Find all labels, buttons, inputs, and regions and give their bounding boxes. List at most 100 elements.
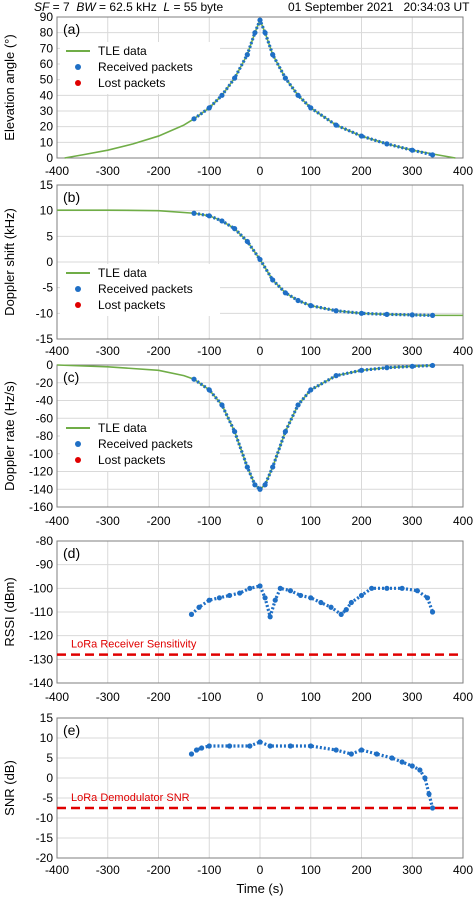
legend: TLE data Received packets Lost packets — [60, 419, 220, 471]
x-tick-label: 100 — [301, 690, 321, 704]
y-tick-label: -130 — [29, 652, 53, 666]
x-tick-label: 100 — [301, 344, 321, 358]
y-tick-label: -100 — [29, 581, 53, 595]
sf-label: SF — [34, 0, 50, 14]
legend-entry: Lost packets — [98, 453, 165, 467]
panel-label: (d) — [63, 545, 80, 561]
series-received-packets — [191, 362, 436, 492]
y-tick-label: -5 — [42, 791, 53, 805]
sf-value: = 7 — [49, 0, 70, 14]
x-tick-label: -400 — [45, 344, 69, 358]
y-tick-label: -15 — [36, 831, 54, 845]
x-tick-label: 100 — [301, 164, 321, 178]
y-tick-label: 30 — [40, 104, 54, 118]
packet-trace — [190, 740, 435, 809]
l-label: L — [163, 0, 171, 14]
x-tick-label: -100 — [197, 863, 221, 877]
x-tick-label: -200 — [146, 514, 170, 528]
y-tick-label: 0 — [46, 358, 53, 372]
y-tick-label: -120 — [29, 465, 53, 479]
x-tick-label: -200 — [146, 344, 170, 358]
y-axis-label: RSSI (dBm) — [2, 577, 17, 646]
x-tick-label: 400 — [453, 863, 473, 877]
x-tick-label: 300 — [402, 690, 422, 704]
y-tick-label: -140 — [29, 482, 53, 496]
x-tick-label: 400 — [453, 344, 473, 358]
x-tick-label: 300 — [402, 514, 422, 528]
x-tick-label: 0 — [257, 164, 264, 178]
threshold-label: LoRa Receiver Sensitivity — [71, 639, 197, 651]
legend-entry: Received packets — [98, 282, 193, 296]
x-tick-label: 0 — [257, 863, 264, 877]
y-axis-label: Elevation angle (°) — [2, 34, 17, 140]
packet-trace — [193, 363, 433, 491]
x-tick-label: 200 — [351, 690, 371, 704]
y-tick-label: 5 — [46, 751, 53, 765]
y-tick-label: -160 — [29, 500, 53, 514]
legend-entry: Lost packets — [98, 76, 165, 90]
x-tick-label: -100 — [197, 690, 221, 704]
x-tick-label: -300 — [96, 164, 120, 178]
header-time: 20:34:03 UT — [403, 0, 470, 14]
x-tick-label: 0 — [257, 690, 264, 704]
panel-label: (c) — [63, 369, 79, 385]
packet-trace — [193, 211, 433, 317]
y-tick-label: 15 — [40, 178, 54, 192]
x-tick-label: -300 — [96, 863, 120, 877]
x-tick-label: 400 — [453, 514, 473, 528]
x-tick-label: -200 — [146, 164, 170, 178]
plot-area-border — [56, 16, 464, 159]
x-tick-label: -400 — [45, 690, 69, 704]
legend-entry: Received packets — [98, 60, 193, 74]
y-axis-label: SNR (dB) — [2, 760, 17, 816]
plot-area-border — [56, 540, 464, 684]
tle-data-line — [64, 18, 456, 159]
y-axis-label: Doppler shift (kHz) — [2, 208, 17, 316]
panel-label: (e) — [63, 722, 80, 738]
legend-swatch-lost — [75, 457, 81, 463]
data-point — [429, 152, 436, 158]
y-tick-label: -110 — [30, 605, 53, 619]
y-tick-label: 60 — [40, 57, 54, 71]
plot-area-border — [56, 717, 464, 859]
y-tick-label: 5 — [46, 229, 53, 243]
series-received-packets — [191, 210, 436, 318]
y-tick-label: -10 — [36, 306, 54, 320]
legend-swatch-received — [75, 441, 81, 447]
x-tick-label: -300 — [96, 690, 120, 704]
y-tick-label: -90 — [36, 558, 54, 572]
legend: TLE data Received packets Lost packets — [60, 42, 220, 94]
y-tick-label: 40 — [40, 88, 54, 102]
y-tick-label: 70 — [40, 41, 54, 55]
y-tick-label: -60 — [36, 411, 54, 425]
y-tick-label: 50 — [40, 73, 54, 87]
header-date: 01 September 2021 — [288, 0, 394, 14]
x-tick-label: -200 — [146, 690, 170, 704]
legend-swatch-received — [75, 64, 81, 70]
y-tick-label: 10 — [40, 135, 54, 149]
y-tick-label: 10 — [40, 204, 54, 218]
y-tick-label: 15 — [40, 711, 54, 725]
x-tick-label: 400 — [453, 690, 473, 704]
x-tick-label: 300 — [402, 863, 422, 877]
y-tick-label: -100 — [29, 447, 53, 461]
y-tick-label: -10 — [36, 811, 54, 825]
x-tick-label: -400 — [45, 164, 69, 178]
header-params: SF = 7 BW = 62.5 kHz L = 55 byte — [34, 0, 223, 14]
x-tick-label: -100 — [197, 164, 221, 178]
x-tick-label: 0 — [257, 514, 264, 528]
legend-entry: TLE data — [98, 266, 147, 280]
series-received-packets — [188, 739, 436, 811]
x-axis-label: Time (s) — [236, 881, 283, 896]
y-tick-label: -15 — [36, 332, 54, 346]
x-tick-label: 400 — [453, 164, 473, 178]
legend: TLE data Received packets Lost packets — [60, 264, 220, 316]
legend-entry: Received packets — [98, 437, 193, 451]
y-tick-label: -140 — [29, 676, 53, 690]
y-tick-label: -20 — [36, 851, 54, 865]
x-tick-label: -400 — [45, 514, 69, 528]
x-tick-label: 100 — [301, 514, 321, 528]
y-tick-label: 90 — [40, 10, 54, 24]
y-tick-label: -40 — [36, 394, 54, 408]
